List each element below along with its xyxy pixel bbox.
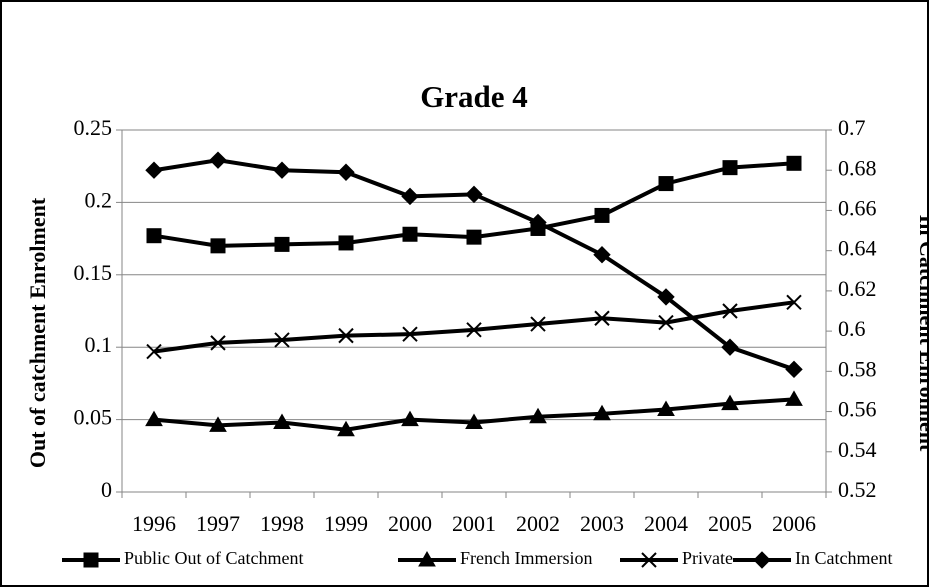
- marker: [641, 552, 657, 568]
- x-tick-label: 1998: [260, 511, 304, 536]
- x-tick-label: 2005: [708, 511, 752, 536]
- marker: [657, 288, 675, 306]
- x-tick-label: 2000: [388, 511, 432, 536]
- y-tick-label: 0: [101, 477, 112, 502]
- x-tick-label: 1999: [324, 511, 368, 536]
- marker: [594, 207, 610, 223]
- marker: [785, 390, 803, 406]
- x-tick-label: 2001: [452, 511, 496, 536]
- marker: [273, 161, 291, 179]
- marker: [402, 226, 418, 242]
- marker: [530, 316, 546, 332]
- marker: [146, 228, 162, 244]
- marker: [466, 229, 482, 245]
- marker: [337, 163, 355, 181]
- y2-tick-label: 0.54: [838, 437, 877, 462]
- x-tick-label: 1996: [132, 511, 176, 536]
- marker: [274, 332, 290, 348]
- marker: [593, 245, 611, 264]
- marker: [338, 327, 354, 344]
- y-tick-label: 0.25: [74, 115, 113, 140]
- y2-tick-label: 0.56: [838, 397, 877, 422]
- legend-label: Public Out of Catchment: [124, 548, 303, 568]
- y-tick-label: 0.2: [85, 187, 113, 212]
- marker: [658, 176, 674, 192]
- marker: [145, 161, 163, 179]
- y2-axis-label: In Catchment Enrolment: [915, 215, 929, 452]
- marker: [753, 551, 771, 569]
- marker: [594, 310, 610, 326]
- marker: [209, 151, 227, 169]
- marker: [658, 314, 674, 331]
- marker: [274, 236, 290, 252]
- marker: [593, 404, 611, 421]
- y2-tick-label: 0.6: [838, 316, 866, 341]
- y-tick-label: 0.05: [74, 405, 113, 430]
- y-tick-label: 0.1: [85, 332, 113, 357]
- marker: [657, 400, 675, 416]
- marker: [785, 360, 803, 379]
- x-tick-label: 2004: [644, 511, 688, 536]
- marker: [465, 413, 483, 429]
- marker: [209, 416, 227, 432]
- y2-tick-label: 0.66: [838, 195, 877, 220]
- marker: [146, 343, 162, 360]
- marker: [465, 185, 483, 204]
- marker: [722, 160, 738, 176]
- marker: [83, 552, 99, 568]
- marker: [418, 550, 436, 567]
- y-tick-label: 0.15: [74, 260, 113, 285]
- marker: [338, 235, 354, 251]
- x-tick-label: 1997: [196, 511, 240, 536]
- x-tick-label: 2002: [516, 511, 560, 536]
- x-tick-label: 2006: [772, 511, 816, 536]
- marker: [721, 338, 739, 356]
- marker: [210, 238, 226, 254]
- y2-tick-label: 0.62: [838, 276, 877, 301]
- marker: [401, 187, 419, 206]
- legend-label: Private: [682, 548, 733, 568]
- marker: [210, 335, 226, 351]
- chart-title: Grade 4: [420, 79, 528, 114]
- y2-tick-label: 0.64: [838, 236, 877, 261]
- y-axis-label: Out of catchment Enrolment: [25, 197, 50, 468]
- marker: [337, 420, 355, 437]
- marker: [786, 294, 802, 311]
- marker: [466, 322, 482, 338]
- y2-tick-label: 0.7: [838, 115, 866, 140]
- marker: [721, 394, 739, 411]
- y2-tick-label: 0.68: [838, 155, 877, 180]
- marker: [722, 303, 738, 319]
- marker: [786, 155, 802, 171]
- marker: [145, 410, 163, 427]
- marker: [529, 213, 547, 232]
- legend-label: In Catchment: [795, 548, 892, 568]
- marker: [273, 413, 291, 429]
- legend-label: French Immersion: [460, 548, 592, 568]
- y2-tick-label: 0.52: [838, 477, 877, 502]
- x-tick-label: 2003: [580, 511, 624, 536]
- marker: [402, 326, 418, 342]
- marker: [401, 410, 419, 427]
- y2-tick-label: 0.58: [838, 356, 877, 381]
- marker: [529, 407, 547, 424]
